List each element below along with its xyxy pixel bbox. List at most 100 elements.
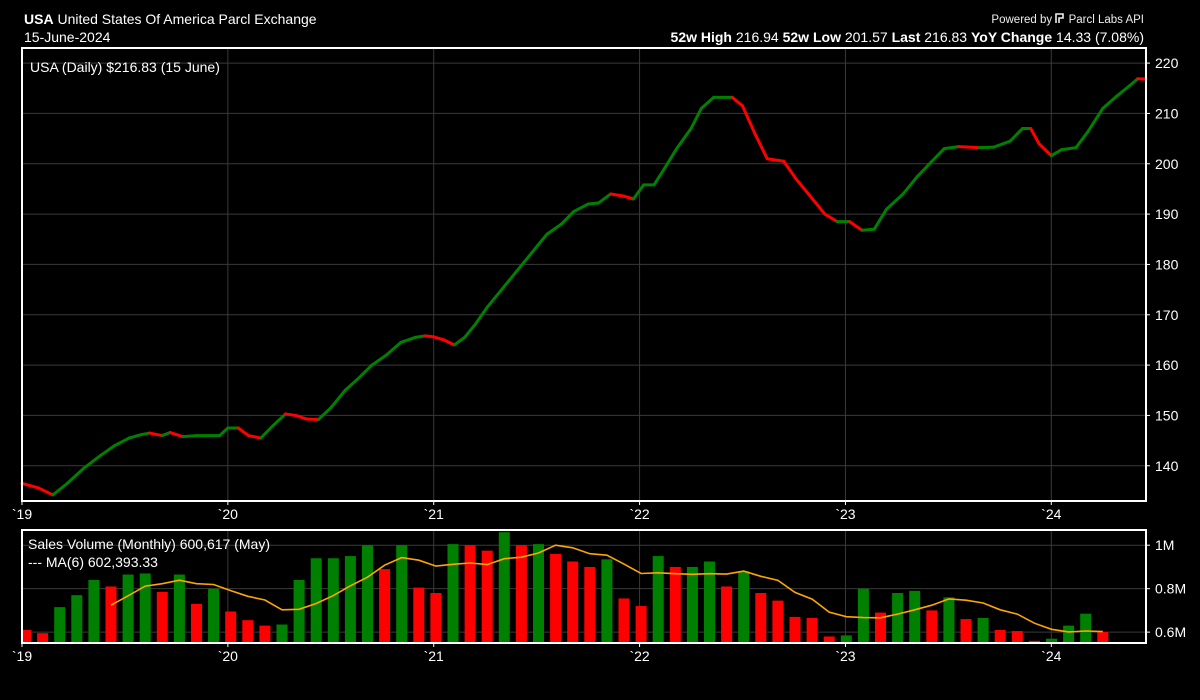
volume-bar <box>977 618 989 643</box>
volume-bar <box>225 611 237 643</box>
volume-bars <box>22 532 1109 643</box>
volume-bar <box>772 600 784 643</box>
price-tick-label: 140 <box>1155 458 1179 474</box>
price-tick-label: 170 <box>1155 307 1179 323</box>
price-line-segment <box>545 222 563 236</box>
volume-bar <box>789 616 801 643</box>
moving-average-line <box>110 544 1103 633</box>
volume-bar <box>327 558 339 643</box>
chart-header-right: Powered by Parcl Labs API 52w High 216.9… <box>671 12 1144 46</box>
volume-tick-label: 0.8M <box>1155 581 1186 597</box>
volume-bar <box>1028 640 1040 643</box>
volume-bar <box>567 561 579 643</box>
volume-x-tick-label: `22 <box>629 648 649 664</box>
price-line-segment <box>51 481 69 497</box>
volume-bar <box>704 561 715 643</box>
price-line-segment <box>218 426 230 438</box>
price-tick-label: 210 <box>1155 105 1179 121</box>
price-line-segment <box>20 481 40 490</box>
price-line-segment <box>675 127 693 151</box>
price-line-segment <box>915 159 934 178</box>
volume-bar <box>721 586 733 643</box>
volume-bar <box>191 603 202 643</box>
price-line-segment <box>65 466 86 485</box>
price-x-tick-label: `21 <box>424 506 444 522</box>
price-line-segment <box>473 305 489 327</box>
price-line-segment <box>1049 148 1064 158</box>
stat-value: 14.33 (7.08%) <box>1056 29 1144 45</box>
price-line-segment <box>452 335 467 347</box>
stat-label: Last <box>891 29 921 45</box>
price-line-segment <box>1115 84 1132 98</box>
volume-bar <box>857 588 869 643</box>
volume-bar <box>943 597 955 643</box>
volume-tick-label: 0.6M <box>1155 624 1186 640</box>
price-x-tick-label: `20 <box>218 506 238 522</box>
price-tick-label: 150 <box>1155 407 1179 423</box>
volume-x-tick-label: `24 <box>1041 648 1061 664</box>
price-line-segment <box>236 426 250 438</box>
volume-bar <box>481 550 493 643</box>
price-x-tick-label: `22 <box>629 506 649 522</box>
price-line-segment <box>82 454 102 470</box>
volume-x-tick-label: `23 <box>835 648 855 664</box>
price-line-segment <box>1060 146 1078 152</box>
price-panel: 140 150 160 170 180 190 200 210 220 `19 `20 `21 `22 `… <box>12 47 1179 522</box>
price-line-segment <box>442 338 456 347</box>
stat-label: 52w Low <box>782 29 841 45</box>
volume-bar <box>293 579 305 643</box>
price-line-segment <box>1101 94 1119 110</box>
price-line-segment <box>514 250 535 274</box>
volume-bar <box>88 579 100 643</box>
price-line-segment <box>384 340 403 357</box>
volume-bar <box>515 545 527 643</box>
price-line-segment <box>148 431 164 438</box>
price-line-segment <box>1037 142 1053 158</box>
volume-bar <box>54 607 66 643</box>
volume-bar <box>550 553 562 643</box>
price-line-segment <box>586 201 600 206</box>
price-line-segment <box>860 227 876 232</box>
volume-bar <box>1097 632 1109 643</box>
volume-bar <box>892 593 904 643</box>
price-line-segment <box>485 288 504 309</box>
price-line-segment <box>823 212 839 224</box>
price-line-segment <box>609 192 625 198</box>
volume-x-tick-label: `19 <box>12 648 32 664</box>
volume-bar <box>379 569 391 643</box>
price-line-segment <box>689 106 703 131</box>
price-line-segment <box>872 207 889 231</box>
volume-x-tick-label: `20 <box>218 648 238 664</box>
powered-by-label: Powered by <box>991 14 1053 26</box>
market-name: United States Of America Parcl Exchange <box>57 11 317 27</box>
volume-bar <box>926 610 938 643</box>
volume-bar <box>22 629 31 643</box>
price-line-segment <box>113 436 131 448</box>
volume-bar <box>875 612 886 643</box>
volume-bar <box>994 629 1006 643</box>
price-line-segment <box>370 353 388 367</box>
price-line-segment <box>957 145 981 150</box>
volume-bar <box>447 544 459 643</box>
volume-bar <box>1011 631 1023 643</box>
price-line-segment <box>356 363 374 381</box>
price-line-segment <box>621 194 635 201</box>
volume-bar <box>601 559 613 643</box>
price-line-segment <box>284 412 298 417</box>
price-line-segment <box>596 192 613 205</box>
price-line-segment <box>885 192 905 211</box>
volume-bar <box>310 558 322 643</box>
price-line-segment <box>631 183 646 201</box>
volume-bar <box>498 532 510 643</box>
volume-bar <box>1080 613 1092 643</box>
price-line-segment <box>730 95 745 108</box>
price-line-segment <box>343 377 360 392</box>
parcl-logo-icon <box>1055 13 1065 23</box>
price-line-segment <box>652 167 666 187</box>
price-line-segment <box>181 434 199 439</box>
volume-bar <box>1046 638 1057 643</box>
title-line: USA United States Of America Parcl Excha… <box>24 10 317 28</box>
price-line-segment <box>463 323 477 339</box>
volume-bar <box>208 588 220 643</box>
price-x-tick-label: `24 <box>1041 506 1061 522</box>
